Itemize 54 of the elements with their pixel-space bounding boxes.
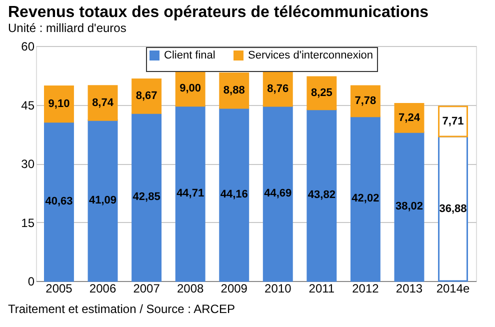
x-tick-label: 2009 [220,282,248,296]
bar [175,105,206,282]
data-label: 8,88 [223,84,245,97]
x-tick-label: 2007 [133,282,160,296]
y-tick-label: 0 [28,274,35,288]
bar [88,85,118,121]
y-tick-label: 30 [21,157,35,171]
data-label: 41,09 [89,194,117,207]
y-tick-label: 15 [21,216,35,230]
data-label: 7,78 [354,95,376,108]
y-tick-label: 45 [21,98,35,112]
data-label: 8,25 [310,87,332,100]
data-label: 43,82 [308,189,336,202]
data-label: 8,67 [136,90,158,102]
bar [219,72,250,109]
bar [88,119,118,282]
chart-subtitle: Unité : milliard d'euros [8,21,126,35]
bar [44,85,74,123]
data-label: 9,10 [48,98,70,110]
bar [394,131,424,282]
data-label: 44,69 [264,187,292,200]
bar [350,116,380,282]
data-label: 42,02 [352,192,380,205]
bar [132,78,162,114]
x-tick-label: 2013 [396,282,423,296]
bar [350,85,380,118]
data-label: 44,16 [220,188,248,201]
bar [262,105,293,282]
data-label: 7,71 [442,115,464,128]
bar [219,107,250,282]
x-tick-label: 2005 [46,282,73,296]
bar [44,121,74,282]
data-label: 38,02 [395,200,423,213]
data-label: 36,88 [439,202,467,215]
chart-title: Revenus totaux des opérateurs de télécommunications [8,4,429,21]
x-tick-label: 2014e [436,282,470,296]
data-label: 44,71 [176,187,204,200]
data-label: 40,63 [45,195,73,208]
legend-label: Services d'interconnexion [248,50,374,62]
data-label: 8,74 [92,96,114,109]
x-tick-label: 2012 [352,282,380,296]
x-tick-label: 2011 [308,282,335,296]
x-tick-label: 2006 [89,282,116,296]
text: Traitement et estimation / Source : ARCEP [8,302,235,316]
data-label: 8,76 [267,82,289,95]
data-label: 42,85 [132,191,160,204]
legend-label: Client final [164,50,216,62]
bar [132,112,162,282]
x-tick-label: 2010 [264,282,292,296]
bar [306,108,337,282]
x-tick-label: 2008 [176,282,204,296]
y-tick-label: 60 [21,40,35,54]
data-label: 7,24 [398,112,421,124]
data-label: 9,00 [180,82,202,94]
